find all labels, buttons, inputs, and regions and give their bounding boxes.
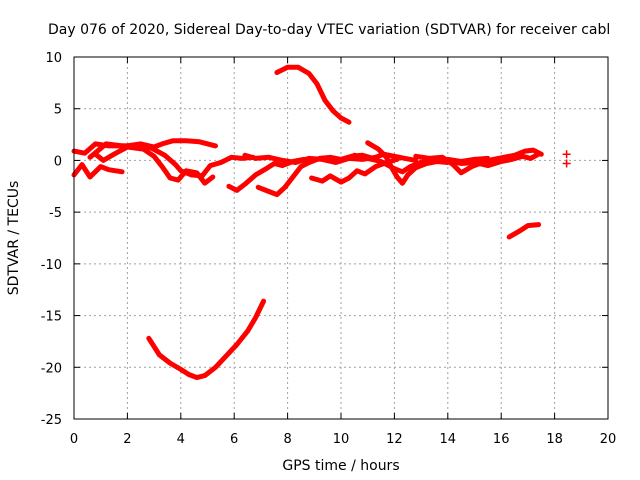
x-tick-label: 4 [177, 432, 185, 447]
y-axis-label: SDTVAR / TECUs [6, 181, 22, 296]
series-trace-d [92, 144, 216, 186]
x-tick-label: 20 [600, 432, 617, 447]
y-tick-label: -15 [41, 310, 62, 325]
y-tick-label: -20 [41, 361, 62, 376]
grid [74, 57, 608, 419]
y-tick-label: 0 [54, 154, 62, 169]
series-arc-lower [146, 298, 267, 381]
x-tick-label: 10 [333, 432, 350, 447]
series-point-outlier-18 [562, 159, 571, 168]
series-point-outlier-18 [562, 150, 571, 159]
y-tick-label: -25 [41, 413, 62, 428]
y-tick-label: 5 [54, 103, 62, 118]
x-tick-label: 6 [230, 432, 238, 447]
series-trace-f [242, 152, 379, 165]
y-tick-label: 10 [45, 51, 62, 66]
series-trace-h [309, 156, 400, 185]
data-series [71, 64, 571, 381]
series-arc-upper [274, 64, 352, 125]
series-trace-c [71, 162, 125, 180]
x-axis-label: GPS time / hours [282, 458, 399, 474]
y-tick-label: -10 [41, 258, 62, 273]
x-tick-label: 8 [283, 432, 291, 447]
y-tick-label: -5 [49, 206, 62, 221]
series-trace-l [432, 151, 542, 169]
x-tick-label: 14 [440, 432, 457, 447]
x-tick-label: 0 [70, 432, 78, 447]
chart-title: Day 076 of 2020, Sidereal Day-to-day VTE… [48, 22, 610, 38]
x-tick-label: 18 [546, 432, 563, 447]
x-tick-label: 12 [386, 432, 403, 447]
axis-ticks: 0 2 4 6 8 10 12 14 16 18 20 -25 -20 -15 -10 -5 0 5 10 [41, 51, 617, 447]
plot-frame [73, 56, 609, 420]
x-tick-label: 16 [493, 432, 510, 447]
series-arc-late [506, 222, 542, 240]
x-tick-label: 2 [123, 432, 131, 447]
